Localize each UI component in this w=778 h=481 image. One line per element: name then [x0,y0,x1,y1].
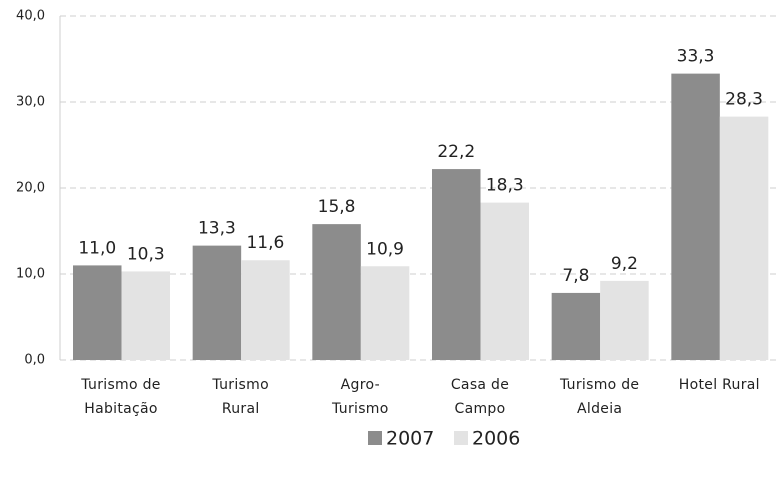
bar [480,202,529,360]
value-label: 11,0 [78,238,116,258]
bar [360,266,410,360]
x-tick-label: Turismo [331,401,389,417]
bar [551,292,601,360]
y-tick-label: 0,0 [24,353,45,368]
x-tick-label: Aldeia [577,401,622,417]
bar [121,271,170,360]
x-tick-label: Habitação [84,401,158,417]
bar [73,265,122,360]
bar [671,73,720,361]
value-label: 15,8 [318,197,356,217]
value-label: 7,8 [562,266,589,286]
legend-swatch [454,431,468,445]
y-tick-label: 40,0 [16,9,45,24]
bar [719,116,769,361]
value-label: 22,2 [437,142,475,162]
x-tick-label: Turismo de [559,377,639,393]
x-tick-label: Turismo de [80,377,160,393]
x-tick-label: Turismo [211,377,269,393]
x-tick-label: Agro- [341,377,380,393]
bar [312,224,361,360]
x-tick-label: Hotel Rural [679,377,760,393]
value-label: 10,3 [127,244,165,264]
legend-label: 2006 [472,428,520,450]
x-tick-label: Rural [222,401,260,417]
value-label: 10,9 [366,239,404,259]
value-label: 28,3 [725,90,763,110]
bar [600,280,649,360]
bar [192,245,242,360]
legend-swatch [368,431,382,445]
value-label: 11,6 [246,233,284,253]
x-tick-label: Campo [455,401,506,417]
value-label: 18,3 [486,176,524,196]
x-tick-label: Casa de [451,377,509,393]
value-label: 13,3 [198,219,236,239]
y-tick-label: 20,0 [16,181,45,196]
y-tick-label: 10,0 [16,267,45,282]
value-label: 33,3 [677,47,715,67]
bar [432,169,481,360]
bar [241,260,290,360]
value-label: 9,2 [611,254,638,274]
legend-label: 2007 [386,428,434,450]
y-tick-label: 30,0 [16,95,45,110]
